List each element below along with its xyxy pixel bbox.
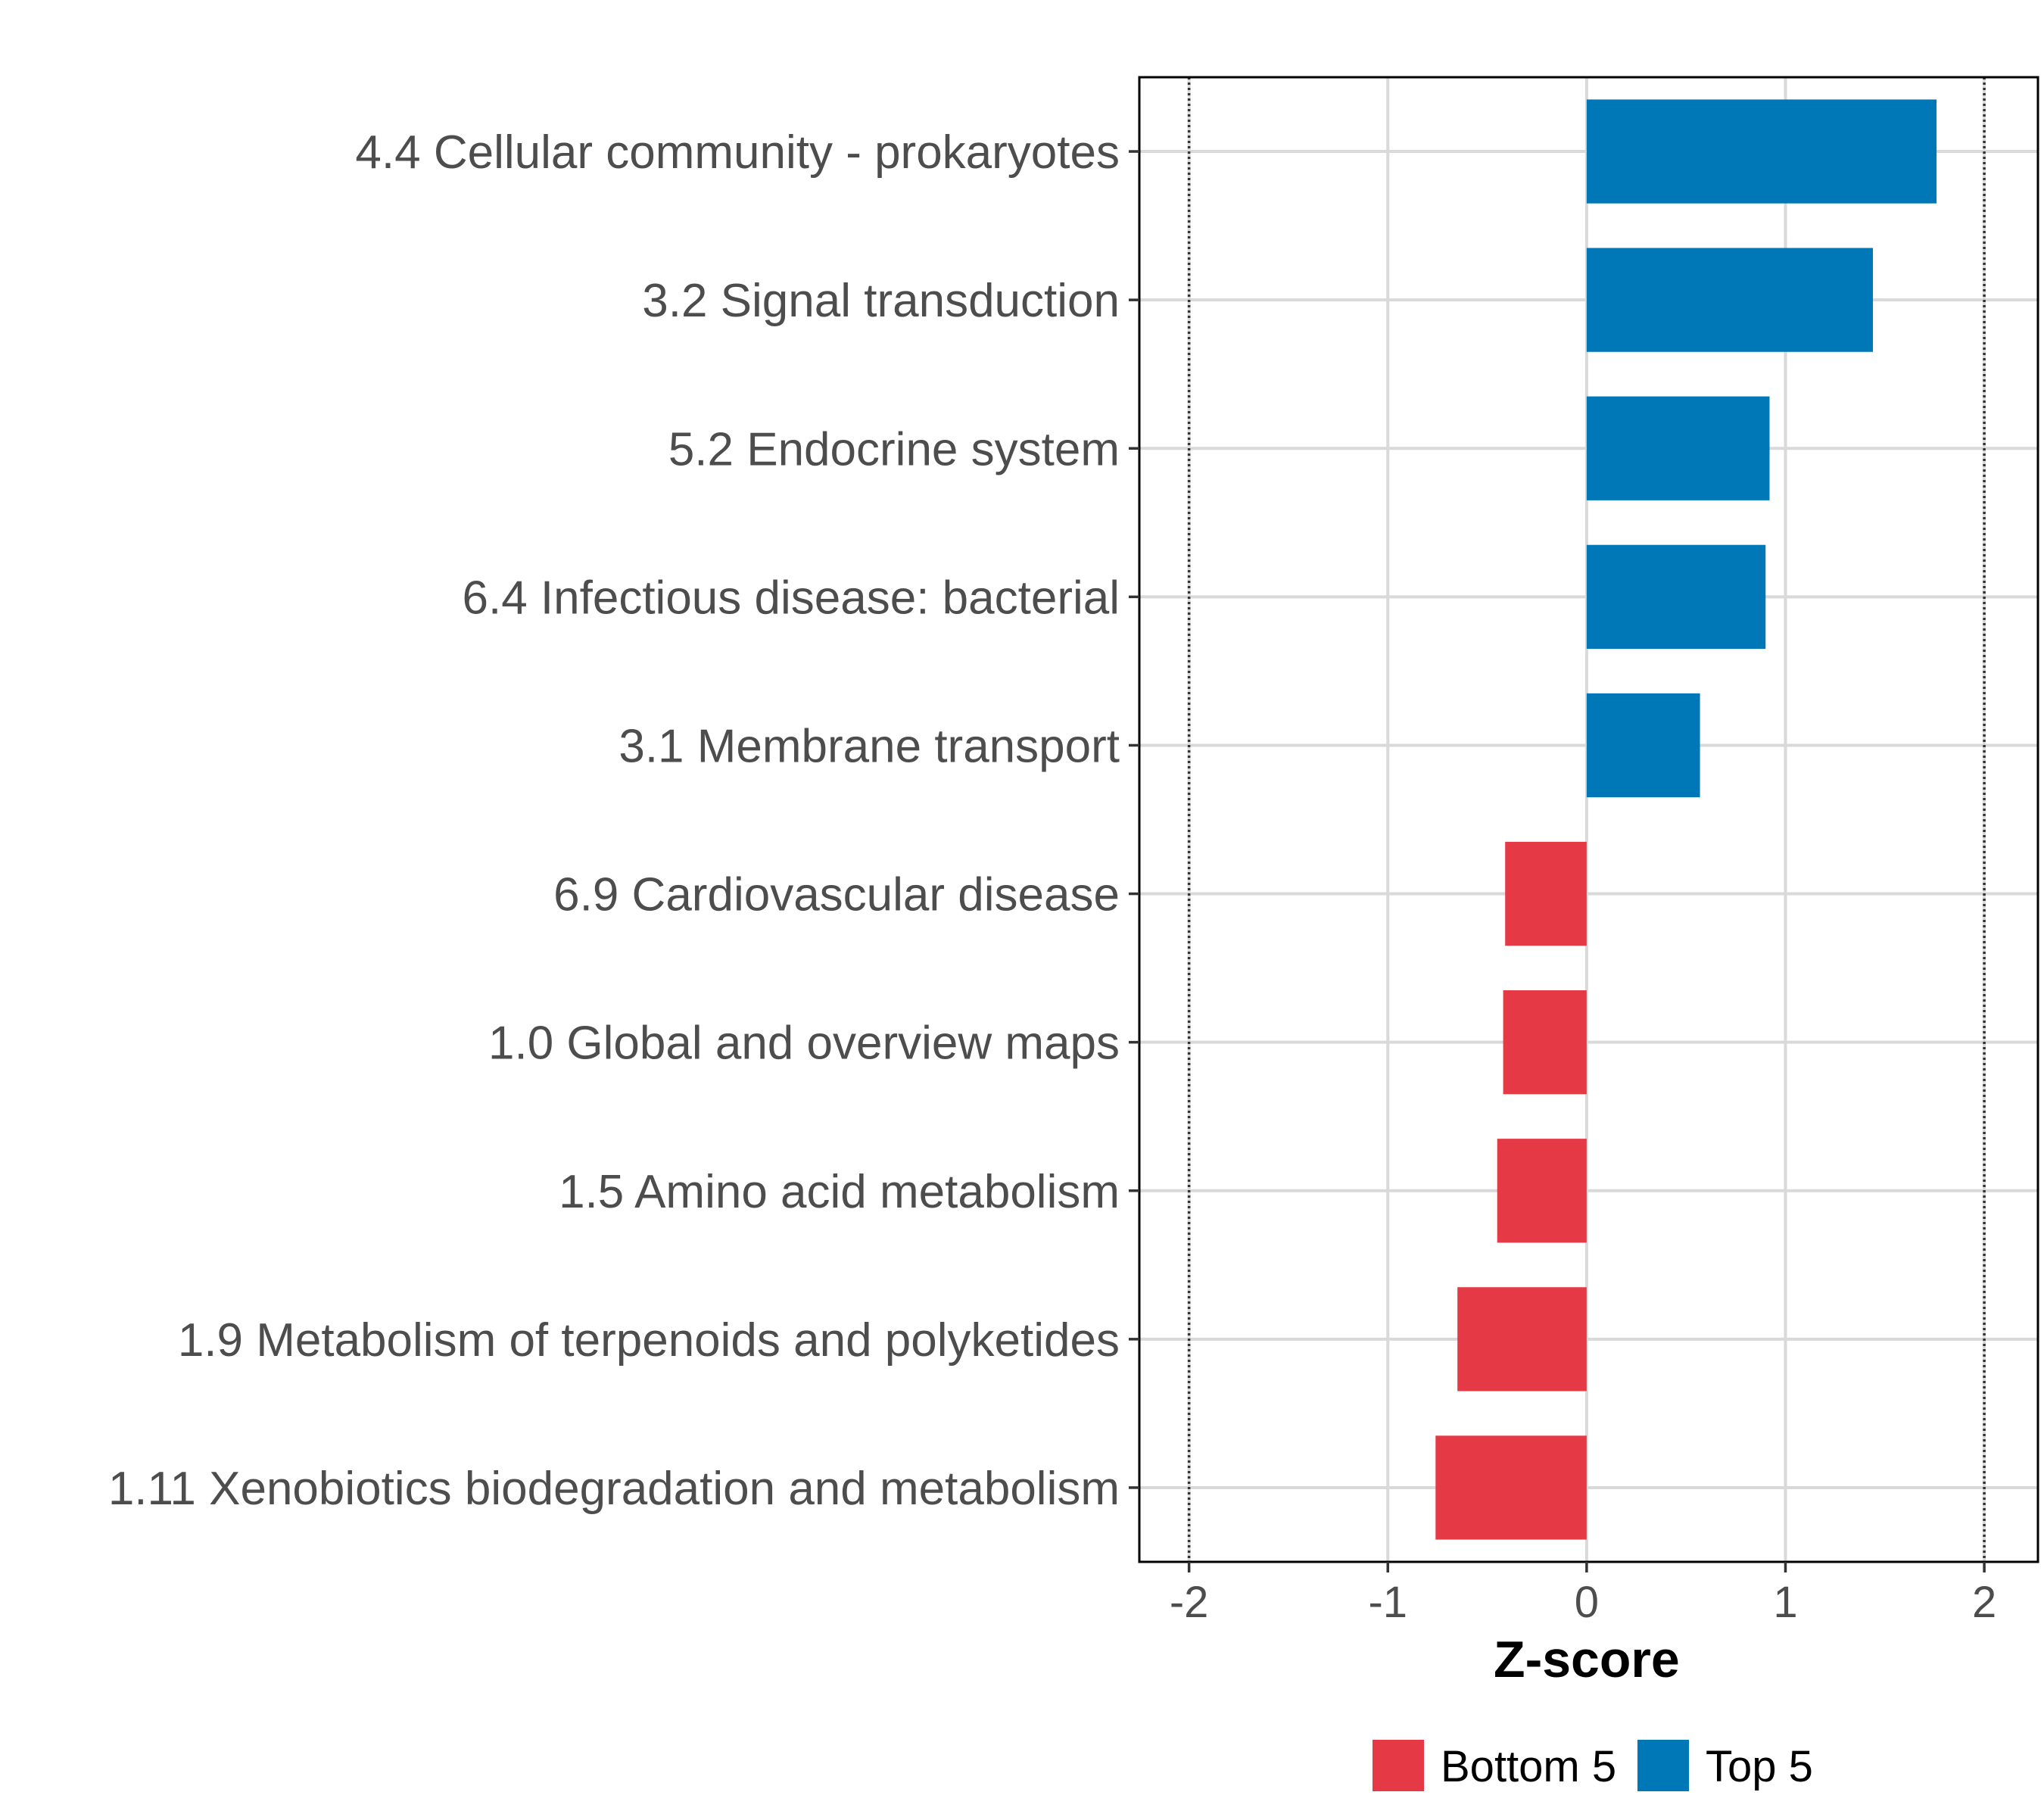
x-tick-label: 0 <box>1575 1578 1599 1627</box>
x-tick-label: -1 <box>1368 1578 1407 1627</box>
bar-bottom-6 <box>1505 841 1587 946</box>
category-label: 1.5 Amino acid metabolism <box>559 1166 1120 1218</box>
x-axis-title: Z-score <box>1494 1631 1680 1688</box>
category-label: 1.0 Global and overview maps <box>488 1018 1120 1070</box>
x-tick-label: -2 <box>1170 1578 1209 1627</box>
bar-top-3 <box>1586 396 1770 500</box>
bar-bottom-10 <box>1435 1435 1587 1540</box>
category-label: 4.4 Cellular community - prokaryotes <box>355 126 1120 179</box>
plot-border <box>1138 76 2039 1563</box>
bar-layer <box>1435 99 1937 1540</box>
x-axis: -2 -1 0 1 2 <box>1170 1562 1996 1627</box>
reference-lines <box>1187 77 1986 1562</box>
legend: Bottom 5 Top 5 <box>1373 1740 1813 1791</box>
x-tick-label: 2 <box>1972 1578 1996 1627</box>
bar-top-5 <box>1586 693 1700 798</box>
category-label: 1.11 Xenobiotics biodegradation and meta… <box>108 1463 1120 1515</box>
legend-swatch-bottom <box>1373 1740 1424 1791</box>
bar-bottom-9 <box>1457 1287 1587 1392</box>
legend-label-bottom: Bottom 5 <box>1441 1742 1616 1791</box>
bar-bottom-7 <box>1503 990 1587 1095</box>
legend-label-top: Top 5 <box>1706 1742 1813 1791</box>
category-label: 5.2 Endocrine system <box>668 423 1120 475</box>
category-label: 6.9 Cardiovascular disease <box>553 869 1120 921</box>
category-label: 6.4 Infectious disease: bacterial <box>462 572 1120 624</box>
bar-bottom-8 <box>1497 1139 1587 1243</box>
legend-swatch-top <box>1637 1740 1689 1791</box>
y-axis: 4.4 Cellular community - prokaryotes 3.2 … <box>108 126 1139 1515</box>
category-label: 3.1 Membrane transport <box>618 720 1120 772</box>
bar-top-2 <box>1586 248 1874 352</box>
category-label: 1.9 Metabolism of terpenoids and polyket… <box>178 1314 1120 1367</box>
x-tick-label: 1 <box>1773 1578 1797 1627</box>
category-label: 3.2 Signal transduction <box>642 275 1120 327</box>
bar-top-4 <box>1586 544 1766 649</box>
bar-top-1 <box>1586 99 1937 204</box>
